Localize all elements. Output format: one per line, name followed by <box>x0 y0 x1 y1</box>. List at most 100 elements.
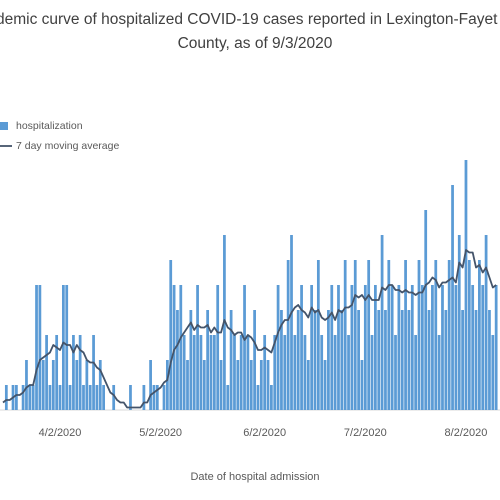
bar <box>441 285 444 410</box>
bar <box>400 310 404 410</box>
bar <box>377 310 381 410</box>
bar <box>92 335 95 410</box>
bar <box>444 310 448 410</box>
bar <box>186 360 189 410</box>
bar <box>266 360 270 410</box>
bar <box>461 310 464 410</box>
bar <box>474 310 478 410</box>
bar <box>72 335 75 410</box>
bar <box>55 335 59 410</box>
bar <box>216 285 220 410</box>
bar <box>78 335 82 410</box>
bar <box>327 310 330 410</box>
bar <box>488 310 491 410</box>
bar <box>253 310 256 410</box>
bar <box>129 385 132 410</box>
bar <box>394 335 397 410</box>
bar <box>41 360 45 410</box>
bar <box>270 385 273 410</box>
bar <box>374 285 377 410</box>
bar <box>68 385 72 410</box>
bar <box>427 310 431 410</box>
bar <box>367 260 371 410</box>
bar <box>323 360 327 410</box>
bar <box>313 310 317 410</box>
bar <box>196 285 199 410</box>
bar <box>410 285 414 410</box>
bar <box>407 310 411 410</box>
bar <box>464 160 468 410</box>
bar <box>246 335 250 410</box>
bar <box>431 285 434 410</box>
bar <box>155 385 159 410</box>
bar <box>31 385 35 410</box>
bar <box>363 285 367 410</box>
bar <box>478 260 481 410</box>
bar <box>199 335 203 410</box>
bar <box>192 335 196 410</box>
bar <box>300 285 303 410</box>
bar <box>333 335 337 410</box>
bar <box>306 360 310 410</box>
bar <box>384 310 387 410</box>
bar <box>380 235 384 410</box>
bar <box>239 335 243 410</box>
bar <box>21 385 25 410</box>
bar <box>263 335 267 410</box>
bar <box>437 335 441 410</box>
bar <box>236 360 240 410</box>
bar <box>404 260 407 410</box>
bar <box>243 285 246 410</box>
bar <box>286 260 290 410</box>
bar <box>290 235 293 410</box>
bar <box>273 335 277 410</box>
bar <box>35 285 38 410</box>
bar <box>51 360 55 410</box>
bar <box>310 285 314 410</box>
bar <box>320 335 324 410</box>
bar <box>414 335 418 410</box>
bar <box>38 285 42 410</box>
x-tick-label: 6/2/2020 <box>243 427 286 439</box>
bar <box>370 335 374 410</box>
bar <box>28 385 32 410</box>
x-axis-title: Date of hospital admission <box>190 471 319 483</box>
bar <box>176 310 179 410</box>
bar <box>316 260 320 410</box>
chart-title: County, as of 9/3/2020 <box>178 35 333 52</box>
chart-title: demic curve of hospitalized COVID-19 cas… <box>0 11 498 28</box>
bar <box>467 260 471 410</box>
bar <box>182 335 186 410</box>
bar <box>61 285 65 410</box>
bar <box>48 385 52 410</box>
legend-label: 7 day moving average <box>16 140 119 152</box>
bar <box>212 335 216 410</box>
bar <box>454 285 458 410</box>
bar <box>283 335 287 410</box>
bar <box>484 235 488 410</box>
bar <box>353 260 357 410</box>
bar <box>169 260 173 410</box>
bar <box>142 385 146 410</box>
bar <box>226 385 230 410</box>
bar <box>259 360 263 410</box>
bar <box>276 285 280 410</box>
bar <box>293 335 297 410</box>
x-tick-label: 8/2/2020 <box>445 427 488 439</box>
bar <box>420 285 424 410</box>
bar <box>25 360 28 410</box>
bar <box>15 385 18 410</box>
bar <box>494 285 498 410</box>
bar <box>296 310 300 410</box>
bar <box>303 335 307 410</box>
bar <box>347 335 350 410</box>
bar <box>280 310 283 410</box>
bar <box>357 310 360 410</box>
bar <box>491 335 495 410</box>
bar <box>4 385 8 410</box>
bar <box>350 285 354 410</box>
bar <box>179 285 183 410</box>
